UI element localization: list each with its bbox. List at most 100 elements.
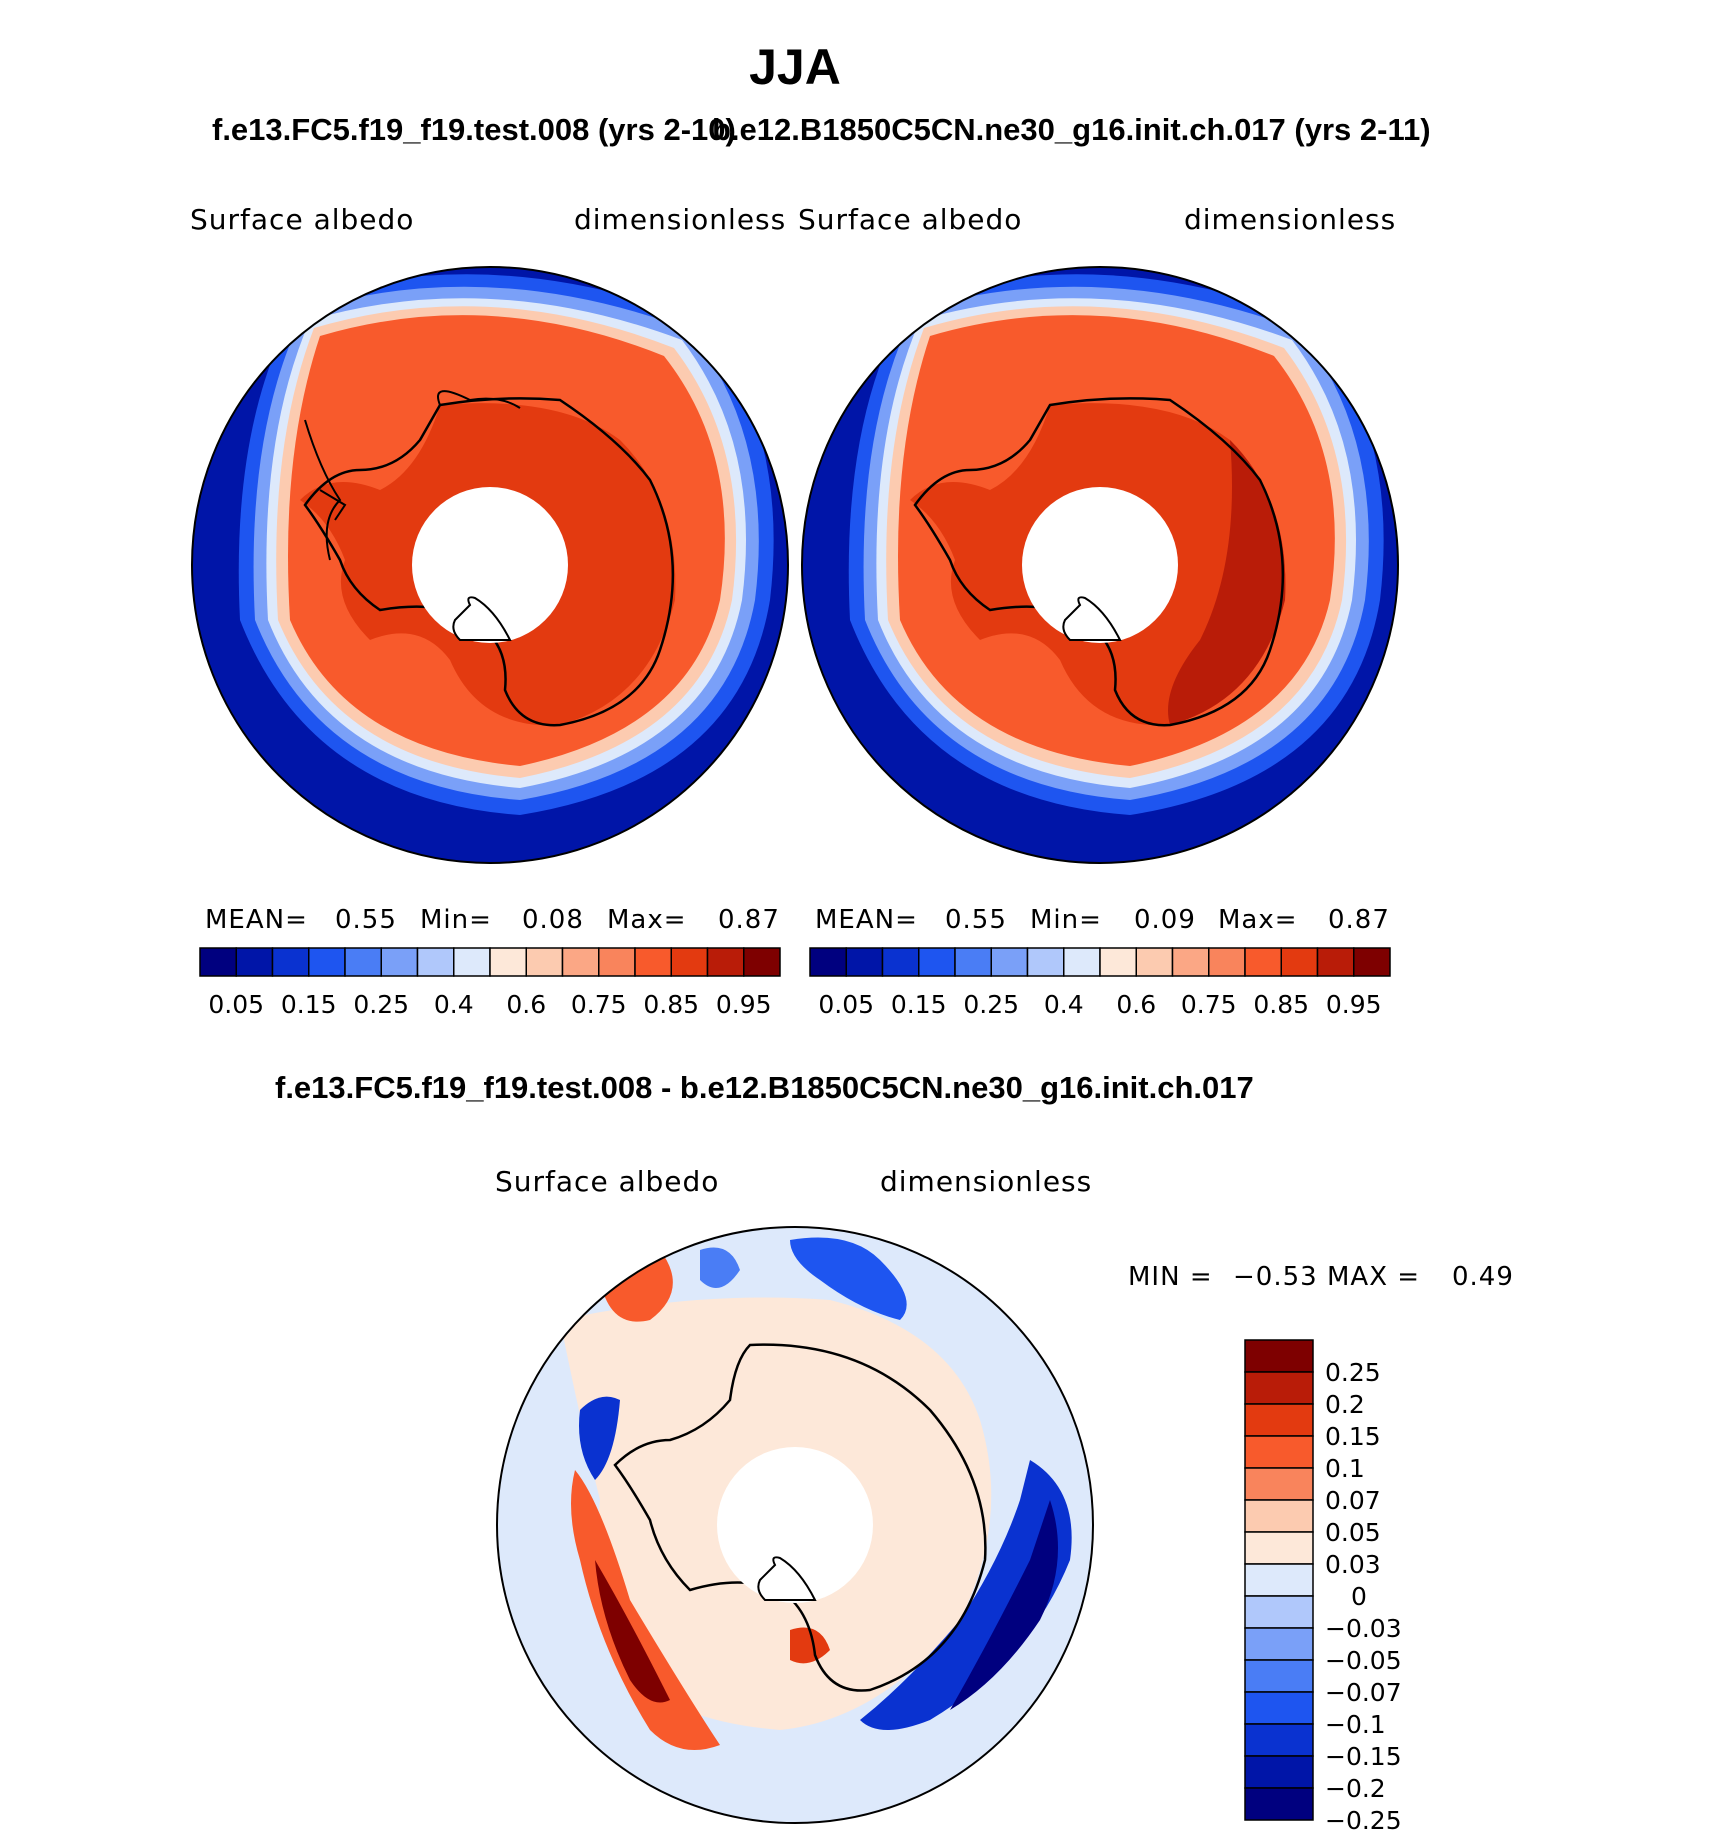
diff-min-value: −0.53 [1233, 1262, 1318, 1292]
diff-title: f.e13.FC5.f19_f19.test.008 - b.e12.B1850… [275, 1070, 1254, 1105]
colorbar-left-swatch [706, 947, 745, 977]
colorbar-diff-swatch [1244, 1723, 1314, 1757]
diff-max-label: MAX = [1327, 1262, 1421, 1292]
colorbar-left-tick-label: 0.4 [434, 990, 474, 1019]
colorbar-left-swatch [634, 947, 672, 977]
colorbar-diff-tick-label: −0.2 [1325, 1774, 1386, 1803]
colorbar-diff-tick-label: −0.03 [1325, 1614, 1402, 1643]
colorbar-left-tick-label: 0.05 [208, 990, 264, 1019]
panel-left-mean-label: MEAN= [205, 905, 308, 935]
colorbar-diff-swatch [1244, 1467, 1314, 1501]
colorbar-diff-tick-label: 0.07 [1325, 1486, 1381, 1515]
colorbar-diff-swatch [1244, 1435, 1314, 1469]
map-left [192, 267, 788, 863]
colorbar-left-tick-label: 0.85 [643, 990, 699, 1019]
colorbar-right-swatch [1353, 947, 1391, 977]
colorbar-right: 0.05 0.15 0.25 0.4 0.6 0.75 0.85 0.95 [809, 947, 1391, 1019]
colorbar-left-swatch [670, 947, 709, 977]
colorbar-left-tick-label: 0.15 [281, 990, 337, 1019]
panel-left-max-label: Max= [607, 905, 687, 935]
panel-left-case-title: f.e13.FC5.f19_f19.test.008 (yrs 2-10) [212, 112, 736, 147]
colorbar-diff-tick-label: −0.07 [1325, 1678, 1402, 1707]
colorbar-diff-tick-label: 0.2 [1325, 1390, 1365, 1419]
colorbar-diff-swatch [1244, 1531, 1314, 1565]
panel-right-max-value: 0.87 [1328, 905, 1390, 935]
colorbar-right-swatch [918, 947, 956, 977]
colorbar-right-tick-label: 0.4 [1044, 990, 1084, 1019]
colorbar-diff-tick-label: 0.25 [1325, 1358, 1381, 1387]
colorbar-left-swatch [525, 947, 564, 977]
colorbar-right-swatch [1063, 947, 1101, 977]
colorbar-left: 0.05 0.15 0.25 0.4 0.6 0.75 0.85 0.95 [199, 947, 781, 1019]
colorbar-diff-swatch [1244, 1371, 1314, 1405]
colorbar-diff-swatch [1244, 1627, 1314, 1661]
colorbar-left-swatch [344, 947, 382, 977]
colorbar-right-tick-label: 0.05 [818, 990, 874, 1019]
colorbar-right-swatch [1280, 947, 1319, 977]
colorbar-left-swatch [561, 947, 600, 977]
colorbar-diff-swatch [1244, 1403, 1314, 1437]
colorbar-right-tick-label: 0.95 [1326, 990, 1382, 1019]
diff-min-label: MIN = [1128, 1262, 1213, 1292]
colorbar-right-swatch [990, 947, 1029, 977]
colorbar-right-swatch [809, 947, 847, 977]
diff-variable: Surface albedo [495, 1165, 720, 1198]
panel-left-min-label: Min= [420, 905, 492, 935]
panel-right-mean-label: MEAN= [815, 905, 918, 935]
colorbar-diff-tick-label: −0.15 [1325, 1742, 1402, 1771]
colorbar-diff-swatch [1244, 1499, 1314, 1533]
colorbar-diff: 0.25 0.2 0.15 0.1 0.07 0.05 0.03 0 −0.03 −0.05 −0.… [1244, 1339, 1402, 1835]
colorbar-right-swatch [1099, 947, 1137, 977]
colorbar-right-tick-label: 0.25 [963, 990, 1019, 1019]
colorbar-right-swatch [1135, 947, 1174, 977]
colorbar-right-tick-label: 0.85 [1253, 990, 1309, 1019]
panel-left-mean-value: 0.55 [335, 905, 397, 935]
colorbar-right-swatch [1171, 947, 1210, 977]
map-left-border [191, 266, 789, 864]
colorbar-left-swatch [743, 947, 781, 977]
panel-right-mean-value: 0.55 [945, 905, 1007, 935]
colorbar-diff-swatch [1244, 1691, 1314, 1725]
colorbar-right-tick-label: 0.6 [1116, 990, 1156, 1019]
colorbar-diff-tick-label: −0.1 [1325, 1710, 1386, 1739]
colorbar-left-tick-label: 0.6 [506, 990, 546, 1019]
colorbar-diff-swatch [1244, 1659, 1314, 1693]
colorbar-diff-tick-label: 0.03 [1325, 1550, 1381, 1579]
colorbar-left-swatch [235, 947, 274, 977]
panel-right-max-label: Max= [1218, 905, 1298, 935]
colorbar-diff-swatch [1244, 1787, 1314, 1821]
colorbar-right-tick-label: 0.75 [1181, 990, 1237, 1019]
colorbar-right-swatch [845, 947, 884, 977]
colorbar-right-swatch [1244, 947, 1282, 977]
colorbar-diff-tick-label: 0.15 [1325, 1422, 1381, 1451]
panel-left-max-value: 0.87 [718, 905, 780, 935]
colorbar-diff-tick-label: 0 [1351, 1582, 1367, 1611]
colorbar-diff-tick-label: −0.25 [1325, 1806, 1402, 1835]
colorbar-diff-swatch [1244, 1563, 1314, 1597]
panel-right-variable: Surface albedo [798, 203, 1023, 236]
diff-units: dimensionless [880, 1165, 1093, 1198]
map-right [802, 267, 1398, 863]
page-title: JJA [749, 39, 841, 95]
map-diff [497, 1227, 1093, 1823]
colorbar-left-tick-label: 0.95 [716, 990, 772, 1019]
map-right-border [801, 266, 1399, 864]
colorbar-right-tick-label: 0.15 [891, 990, 947, 1019]
map-diff-border [496, 1226, 1094, 1824]
colorbar-left-swatch [308, 947, 346, 977]
colorbar-left-swatch [416, 947, 455, 977]
colorbar-diff-tick-label: 0.05 [1325, 1518, 1381, 1547]
colorbar-diff-swatch [1244, 1595, 1314, 1629]
colorbar-diff-swatch [1244, 1755, 1314, 1789]
colorbar-diff-swatch [1244, 1339, 1314, 1373]
panel-right-units: dimensionless [1184, 203, 1397, 236]
colorbar-right-swatch [954, 947, 992, 977]
colorbar-diff-tick-label: −0.05 [1325, 1646, 1402, 1675]
colorbar-left-swatch [380, 947, 419, 977]
colorbar-left-swatch [598, 947, 636, 977]
panel-right-min-label: Min= [1030, 905, 1102, 935]
colorbar-right-swatch [1026, 947, 1065, 977]
panel-left-units: dimensionless [574, 203, 787, 236]
colorbar-left-swatch [489, 947, 527, 977]
